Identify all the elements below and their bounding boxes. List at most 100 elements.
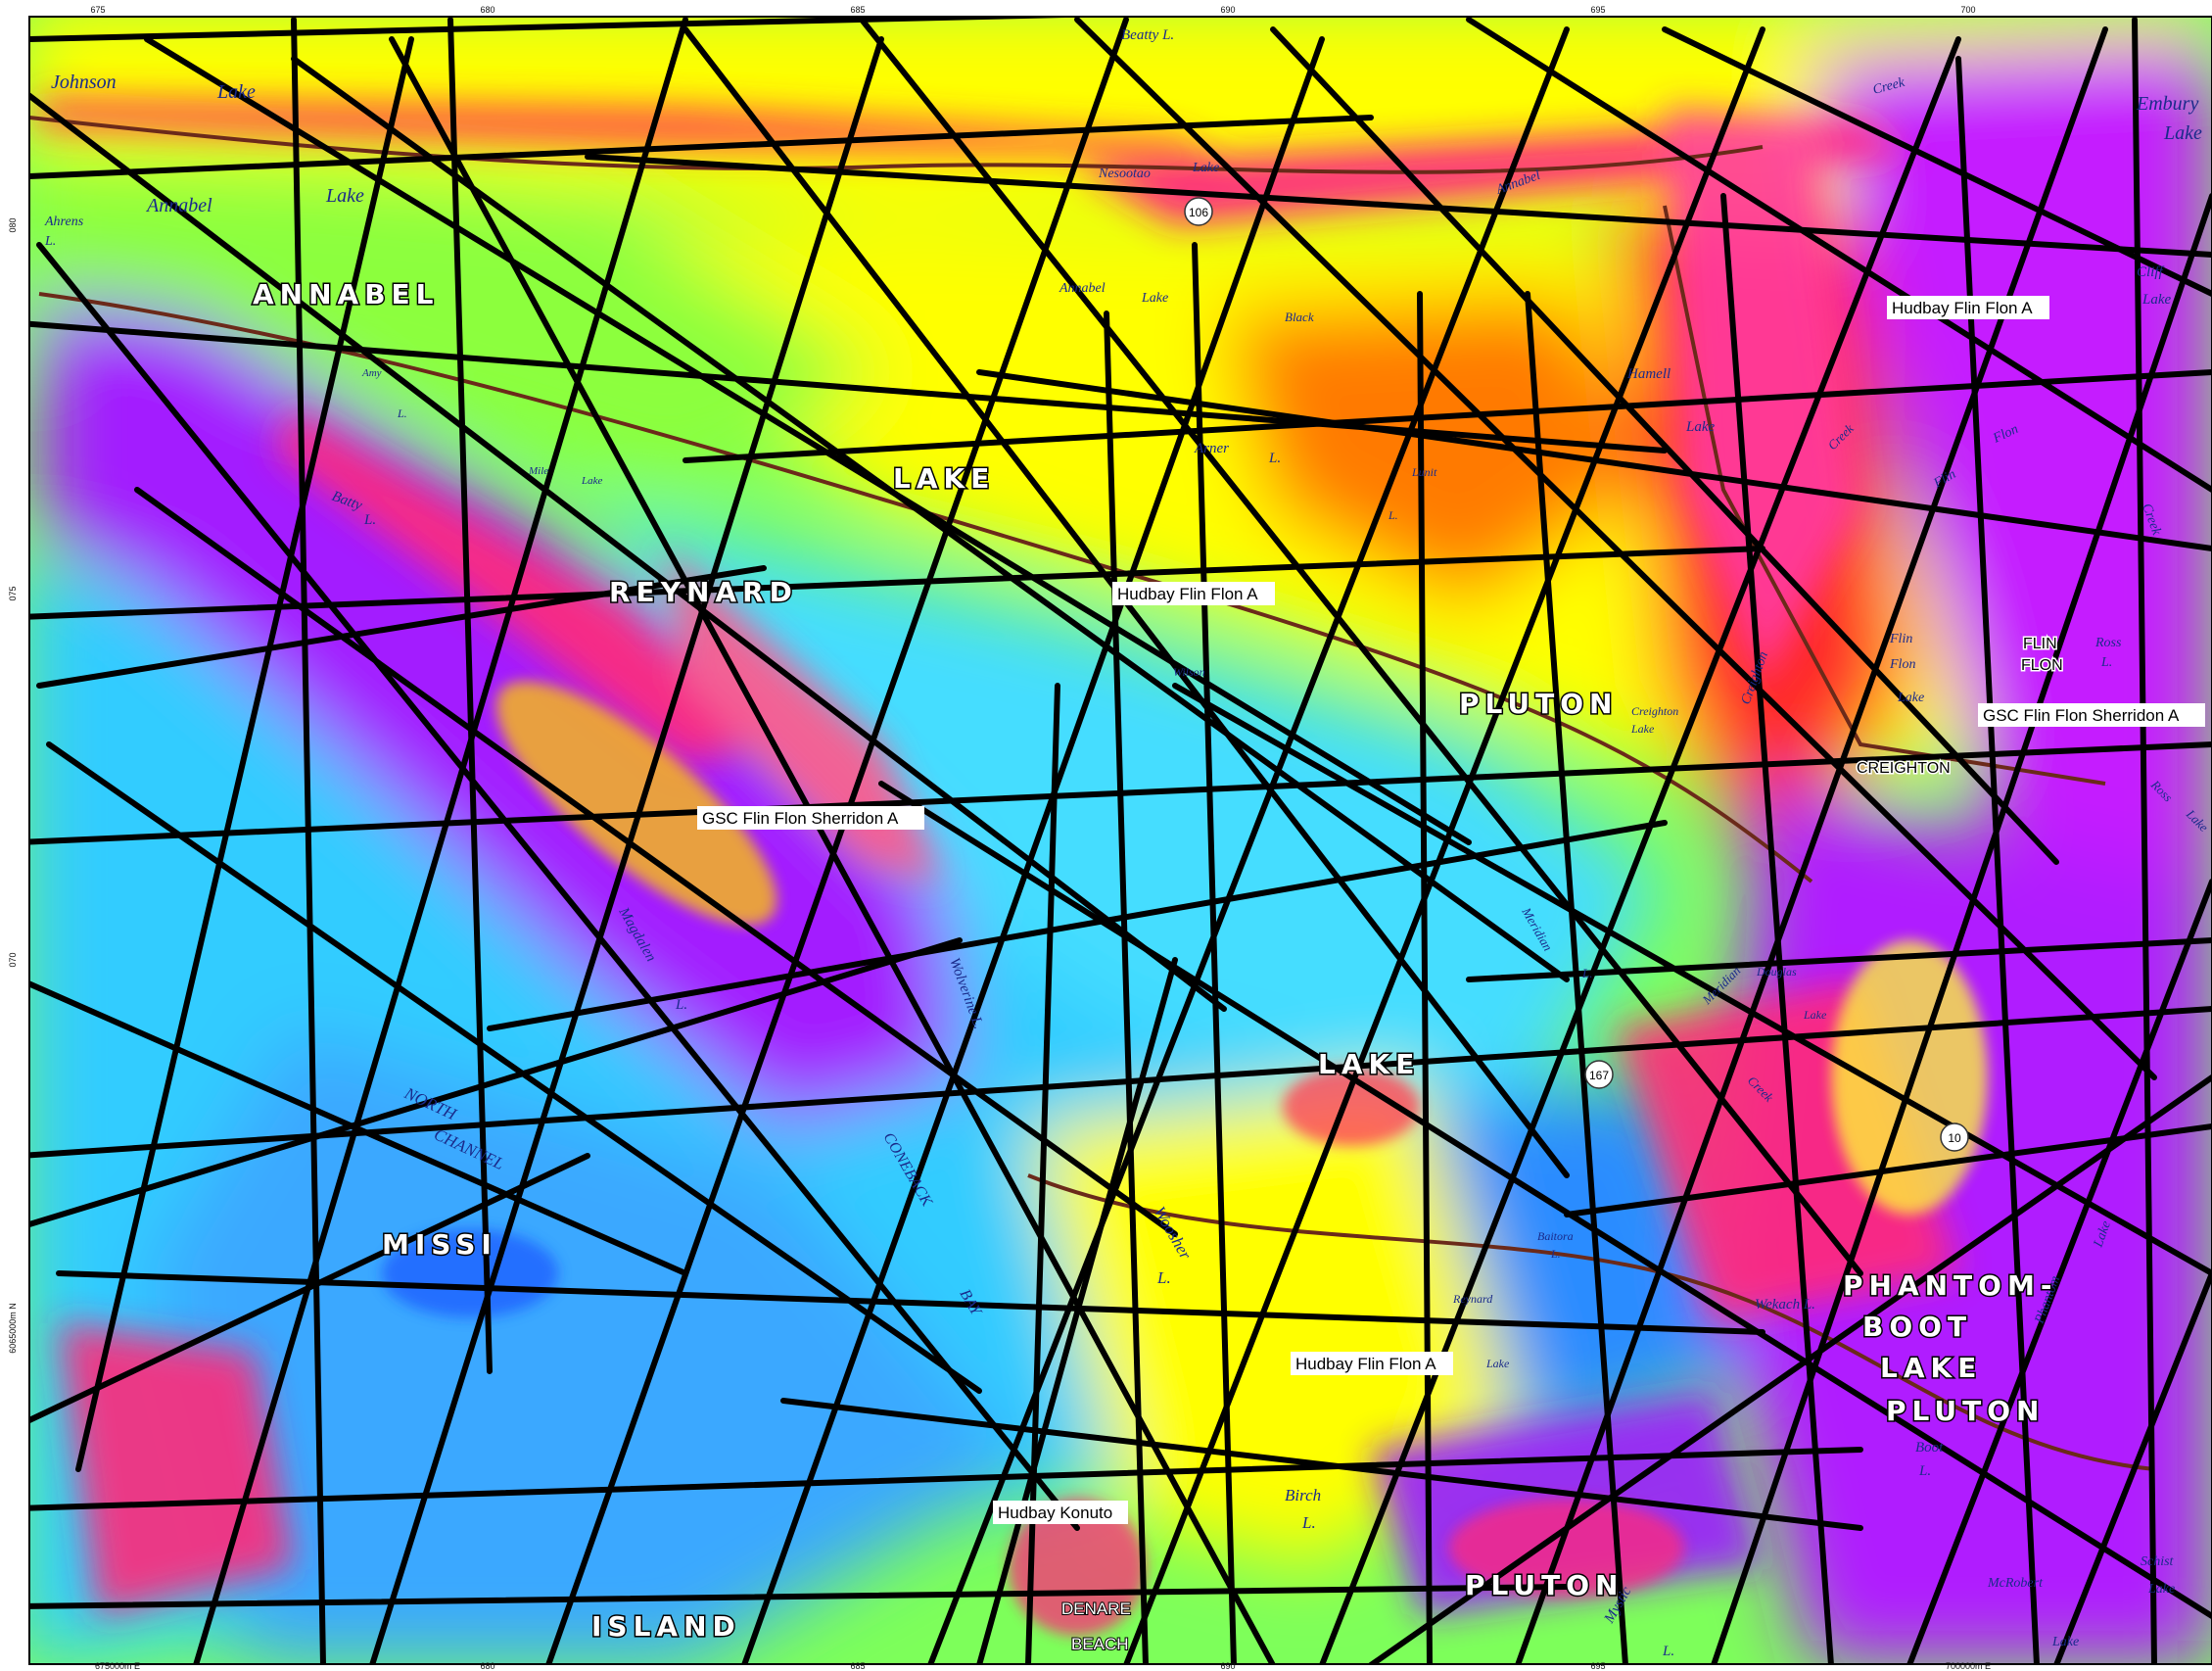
geology-label: LAKE [1318, 1048, 1420, 1080]
place-creighton: CREIGHTON [1857, 760, 1951, 777]
lake-label: Wilson [1173, 665, 1205, 679]
tick-label: 680 [480, 1661, 494, 1671]
lake-label: Lunit [1411, 465, 1437, 479]
lake-label: Flin [1889, 632, 1912, 646]
tick-label: 695 [1590, 1661, 1605, 1671]
survey-label-text: Hudbay Konuto [998, 1504, 1112, 1522]
place-flon: FLON [2021, 657, 2063, 674]
lake-label: L. [397, 406, 407, 420]
lake-label: L. [1918, 1463, 1931, 1479]
place-beach: BEACH [1071, 1635, 1129, 1653]
fault-lines [29, 17, 2212, 1664]
lake-label: Creighton [1631, 704, 1678, 718]
survey-label-text: Hudbay Flin Flon A [1117, 585, 1258, 603]
tick-label: 695 [1590, 5, 1605, 15]
tick-label: 700 [1960, 5, 1975, 15]
map-frame [28, 16, 2212, 1665]
lake-label: L. [44, 234, 56, 249]
lake-label: Lake [1897, 691, 1924, 705]
place-denare: DENARE [1061, 1599, 1131, 1618]
place-labels: FLIN FLON CREIGHTON DENARE BEACH [1060, 635, 2064, 1655]
lake-label: L. [1156, 1268, 1171, 1287]
lake-label: Birch [1285, 1486, 1321, 1504]
geology-label: MISSI [382, 1228, 497, 1261]
lake-label: Lake [2147, 1582, 2175, 1597]
survey-label-text: Hudbay Flin Flon A [1295, 1355, 1436, 1373]
lake-label: Ross [2094, 636, 2122, 650]
highway-167-shield: 167 [1584, 1060, 1614, 1089]
survey-label: Hudbay Flin Flon A [1112, 582, 1275, 605]
survey-label-text: Hudbay Flin Flon A [1892, 299, 2033, 317]
tick-label: 700000m E [1946, 1661, 1991, 1671]
lake-label: L. [2100, 655, 2112, 670]
highway-106-shield: 106 [1184, 197, 1213, 226]
lake-label: Lake [1685, 419, 1716, 435]
tick-label: 690 [1220, 1661, 1235, 1671]
magnetic-field-raster [29, 17, 2212, 1664]
survey-label: GSC Flin Flon Sherridon A [1978, 703, 2205, 727]
lake-label: Johnson [51, 72, 117, 93]
tick-label: 675000m E [95, 1661, 140, 1671]
lake-label: Lake [216, 81, 256, 103]
lake-label: L. [1550, 1247, 1561, 1261]
geology-label: PHANTOM- [1843, 1269, 2057, 1302]
lake-label: Reynard [1452, 1292, 1493, 1306]
tick-label: 6065000m N [8, 1303, 18, 1354]
lake-label: Mile [528, 465, 548, 477]
lake-label: Arner [1194, 441, 1229, 456]
tick-label: 685 [850, 5, 865, 15]
lake-label: L. [363, 512, 376, 528]
lake-label: Wekach L. [1755, 1297, 1815, 1313]
survey-label: Hudbay Flin Flon A [1887, 296, 2049, 319]
lake-label: L. [1662, 1644, 1674, 1659]
highway-number: 167 [1589, 1069, 1609, 1082]
geology-label: ISLAND [591, 1610, 741, 1643]
lake-label: Lake [1803, 1008, 1827, 1022]
tick-label: 690 [1220, 5, 1235, 15]
lake-label: Lake [581, 475, 603, 487]
lake-label: L. [1581, 966, 1592, 980]
geology-label: LAKE [893, 462, 995, 495]
lake-label: Amy [361, 367, 382, 379]
grid-labels-left: 080 075 070 6065000m N [8, 217, 18, 1353]
lake-label: McRobert [1987, 1576, 2044, 1591]
lake-label: Nesootao [1098, 167, 1151, 181]
lake-label: Lake [1630, 722, 1655, 736]
highway-number: 106 [1189, 206, 1208, 219]
lake-label: Beatty L. [1121, 27, 1174, 43]
highway-markers: 106 167 10 [1184, 197, 1969, 1152]
geology-labels: ANNABEL LAKE REYNARD PLUTON LAKE MISSI I… [252, 277, 2057, 1645]
lake-label: Lake [325, 185, 364, 207]
geology-label: PLUTON [1459, 688, 1618, 720]
lake-label: Douglas [1756, 965, 1797, 979]
geology-label: PLUTON [1465, 1569, 1624, 1601]
place-flin: FLIN [2023, 636, 2057, 652]
tick-label: 680 [480, 5, 494, 15]
highway-10-shield: 10 [1940, 1122, 1969, 1152]
lake-label: Flon [1889, 657, 1915, 672]
highway-number: 10 [1948, 1131, 1961, 1145]
geology-label: REYNARD [609, 576, 798, 608]
grid-labels-bottom: 675000m E 680 685 690 695 700000m E [95, 1661, 1991, 1671]
geology-label: PLUTON [1886, 1395, 2045, 1427]
survey-labels: Hudbay Flin Flon A Hudbay Flin Flon A GS… [697, 296, 2205, 1524]
survey-label: Hudbay Konuto [993, 1501, 1128, 1524]
lake-label: Embury [2136, 93, 2198, 115]
tick-label: 075 [8, 586, 18, 600]
lake-label: L. [675, 997, 687, 1013]
lake-label: Lake [2163, 122, 2202, 144]
lake-label: Annabel [1059, 281, 1106, 296]
tick-label: 675 [90, 5, 105, 15]
geology-label: BOOT [1862, 1311, 1972, 1343]
grid-labels-top: 675 680 685 690 695 700 [90, 5, 1975, 15]
tick-label: 070 [8, 952, 18, 967]
geology-label: ANNABEL [253, 278, 440, 310]
lake-label: Lake [1485, 1357, 1510, 1370]
tick-label: 685 [850, 1661, 865, 1671]
lake-label: Lake [1141, 291, 1168, 306]
survey-label: Hudbay Flin Flon A [1291, 1352, 1453, 1375]
lake-label: Black [1285, 310, 1314, 324]
lake-label: L. [1268, 451, 1281, 466]
lake-label: Boot [1915, 1440, 1944, 1456]
